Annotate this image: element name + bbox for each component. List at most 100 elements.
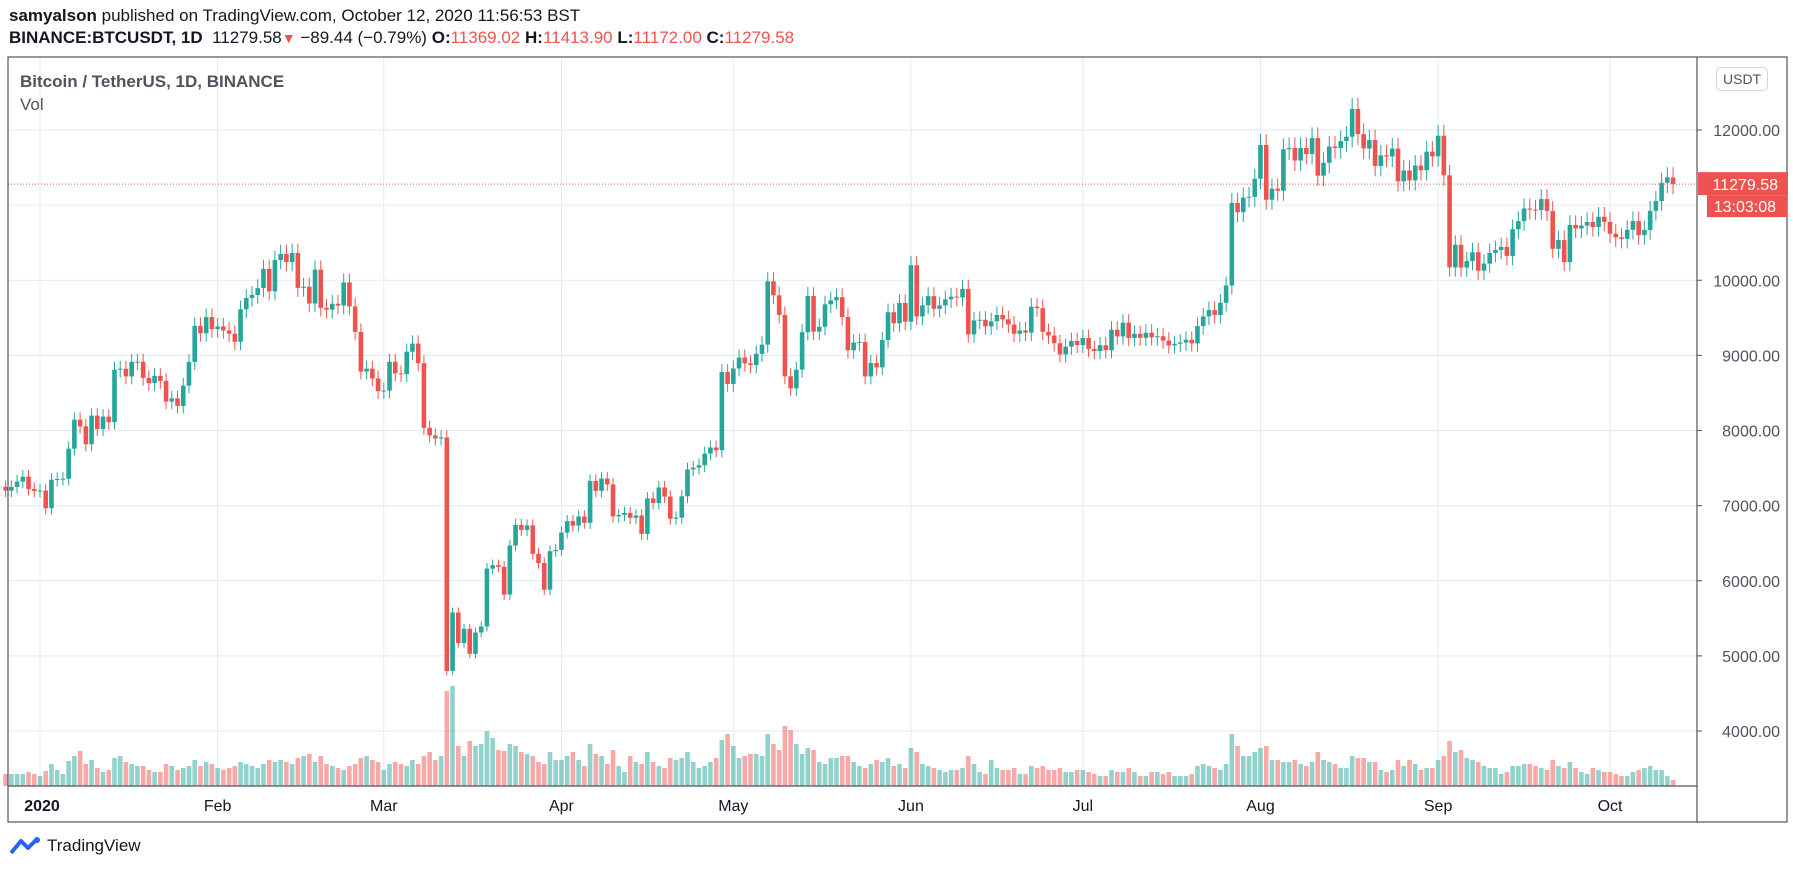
symbol-info: BINANCE:BTCUSDT, 1D 11279.58▼ −89.44 (−0… — [9, 28, 794, 48]
volume-bar — [553, 760, 558, 786]
volume-bar — [272, 762, 278, 786]
volume-bar — [209, 764, 215, 786]
candle-body — [816, 326, 822, 332]
price-tick-label: 9000.00 — [1722, 348, 1780, 365]
candle-body — [467, 628, 473, 654]
candle-body — [1395, 148, 1401, 182]
volume-bar — [622, 772, 627, 786]
candle-body — [1218, 302, 1223, 315]
candle-body — [788, 376, 793, 389]
candle-body — [960, 288, 965, 298]
currency-button[interactable]: USDT — [1716, 67, 1769, 91]
high-value: 11413.90 — [542, 28, 613, 47]
candle-body — [604, 478, 610, 485]
volume-bar — [324, 764, 329, 786]
candle-body — [89, 415, 94, 445]
volume-bar — [576, 760, 581, 786]
candle-body — [66, 448, 71, 479]
candle-body — [1647, 210, 1653, 230]
volume-bar — [1510, 766, 1515, 786]
candle-body — [1544, 199, 1550, 212]
candle-body — [719, 372, 725, 451]
candle-body — [524, 525, 530, 530]
volume-bar — [1069, 772, 1074, 786]
candle-body — [1006, 319, 1011, 325]
volume-bar — [696, 768, 702, 786]
volume-bar — [776, 750, 782, 786]
candle-body — [301, 286, 306, 288]
volume-bar — [60, 774, 66, 786]
candle-body — [77, 419, 83, 427]
volume-bar — [828, 758, 834, 786]
volume-bar — [112, 758, 117, 786]
candle-body — [1447, 175, 1452, 268]
volume-bar — [845, 756, 851, 786]
candle-body — [662, 487, 667, 497]
candle-body — [1132, 333, 1137, 338]
volume-bar — [1344, 768, 1349, 786]
candle-body — [541, 563, 547, 590]
price-tick-label: 5000.00 — [1722, 649, 1780, 666]
candle-body — [284, 253, 289, 263]
volume-bar — [77, 751, 83, 786]
volume-bar — [1166, 772, 1172, 786]
volume-bar — [335, 768, 341, 786]
volume-bar — [1584, 774, 1590, 786]
candle-body — [398, 373, 404, 375]
candle-body — [1441, 135, 1447, 176]
candle-body — [1458, 244, 1464, 268]
volume-bar — [295, 758, 301, 786]
candle-body — [943, 299, 948, 306]
volume-bar — [731, 746, 736, 786]
volume-bar — [146, 770, 152, 786]
volume-bar — [1349, 756, 1355, 786]
candle-body — [708, 447, 713, 454]
volume-bar — [1028, 766, 1034, 786]
candle-body — [1401, 170, 1407, 182]
candle-body — [891, 312, 897, 324]
candle-body — [49, 479, 54, 509]
volume-bar — [507, 744, 513, 786]
candle-body — [1475, 252, 1481, 271]
candle-body — [937, 305, 942, 309]
volume-bar — [1550, 760, 1556, 786]
volume-bar — [656, 766, 662, 786]
volume-bar — [1619, 776, 1624, 786]
volume-bar — [255, 768, 261, 786]
candle-body — [1258, 144, 1263, 179]
candle-body — [1086, 337, 1091, 349]
candle-body — [874, 362, 879, 368]
candle-body — [1590, 222, 1596, 227]
volume-bar — [404, 766, 410, 786]
volume-bar — [89, 760, 94, 786]
candle-body — [352, 306, 358, 332]
volume-bar — [908, 748, 914, 786]
candle-body — [1636, 221, 1641, 236]
volume-bar — [1080, 770, 1086, 786]
volume-bar — [1573, 768, 1578, 786]
candle-body — [1000, 314, 1005, 320]
volume-bar — [1504, 772, 1510, 786]
candle-body — [1269, 188, 1275, 200]
volume-bar — [175, 770, 180, 786]
volume-bar — [433, 760, 438, 786]
open-value: 11369.02 — [450, 28, 521, 47]
candle-body — [1309, 138, 1315, 154]
volume-bar — [948, 770, 954, 786]
volume-bar — [519, 752, 524, 786]
volume-bar — [719, 740, 725, 786]
candle-body — [1418, 165, 1424, 171]
candle-body — [1453, 244, 1458, 268]
volume-bar — [1579, 772, 1584, 786]
volume-bar — [1475, 762, 1481, 786]
tradingview-logo[interactable]: TradingView — [10, 836, 141, 856]
volume-bar — [857, 766, 862, 786]
candle-body — [559, 532, 564, 550]
candle-body — [163, 380, 169, 402]
volume-bar — [1453, 752, 1458, 786]
volume-bar — [1120, 772, 1126, 786]
candle-body — [799, 332, 805, 370]
publish-info: samyalson published on TradingView.com, … — [9, 6, 580, 26]
volume-bar — [673, 760, 679, 786]
